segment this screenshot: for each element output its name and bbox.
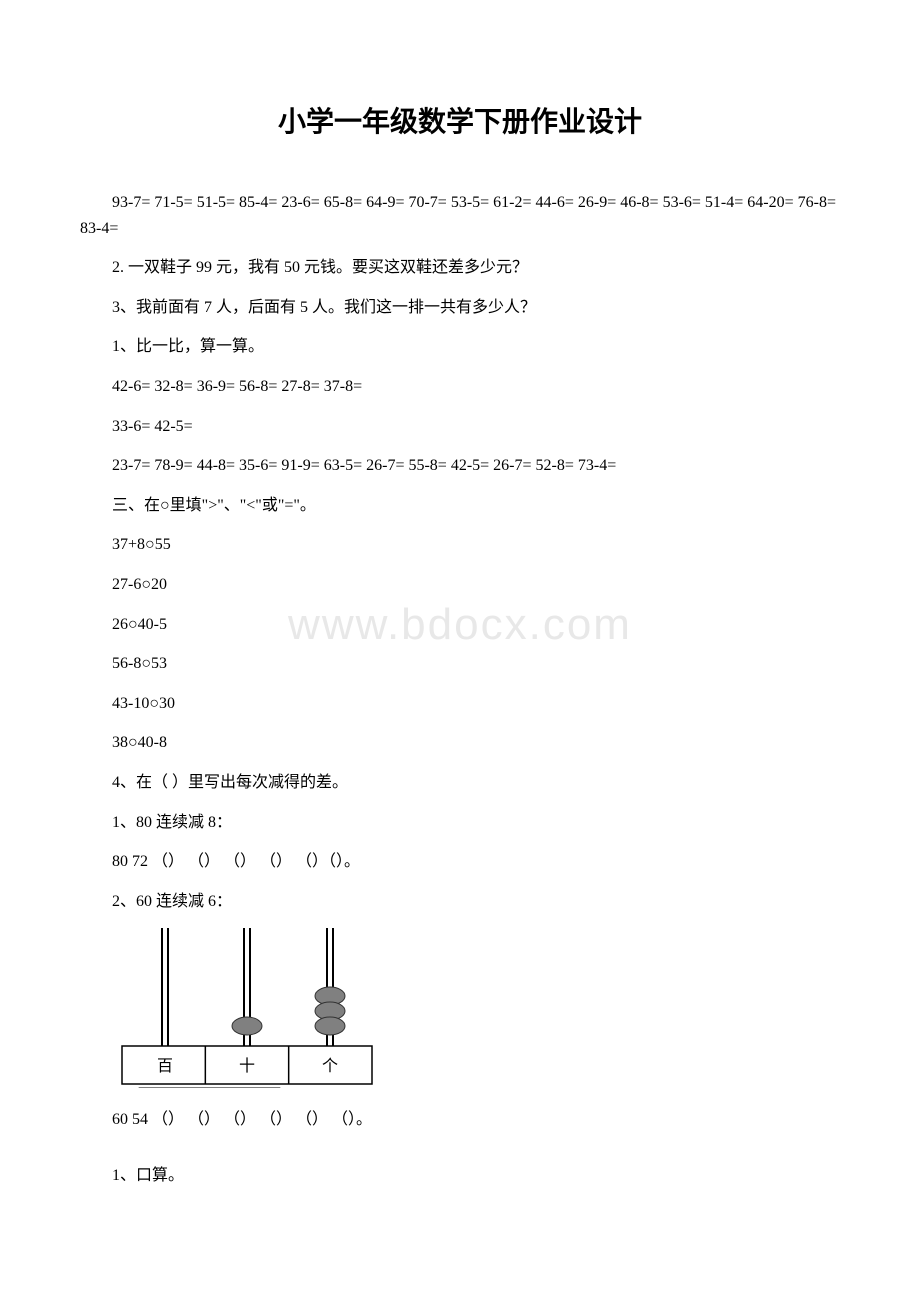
text-line: 1、比一比，算一算。	[80, 334, 840, 360]
text-line: 37+8○55	[80, 532, 840, 558]
text-line: 60 54 （） （） （） （） （） （）。	[80, 1107, 840, 1133]
abacus-svg: 百十个	[112, 928, 382, 1088]
text-line: 2、60 连续减 6：	[80, 889, 840, 915]
text-line: 93-7= 71-5= 51-5= 85-4= 23-6= 65-8= 64-9…	[80, 190, 840, 241]
document-content: 小学一年级数学下册作业设计 93-7= 71-5= 51-5= 85-4= 23…	[80, 100, 840, 1188]
text-line: 43-10○30	[80, 691, 840, 717]
svg-text:百: 百	[157, 1058, 173, 1075]
svg-text:十: 十	[239, 1057, 255, 1075]
text-line: 三、在○里填">"、"<"或"="。	[80, 493, 840, 519]
text-line: 56-8○53	[80, 651, 840, 677]
text-line: 3、我前面有 7 人，后面有 5 人。我们这一排一共有多少人？	[80, 295, 840, 321]
text-line: 26○40-5	[80, 612, 840, 638]
text-line: 33-6= 42-5=	[80, 414, 840, 440]
text-line: 2. 一双鞋子 99 元，我有 50 元钱。要买这双鞋还差多少元？	[80, 255, 840, 281]
text-line: 1、80 连续减 8：	[80, 810, 840, 836]
text-line: 1、口算。	[80, 1163, 840, 1189]
text-line: 27-6○20	[80, 572, 840, 598]
page-title: 小学一年级数学下册作业设计	[80, 100, 840, 140]
text-line: 38○40-8	[80, 730, 840, 756]
text-line: 42-6= 32-8= 36-9= 56-8= 27-8= 37-8=	[80, 374, 840, 400]
text-line: 80 72 （） （） （） （） （）（）。	[80, 849, 840, 875]
abacus-diagram: 百十个	[112, 928, 840, 1093]
svg-text:个: 个	[322, 1057, 338, 1075]
text-line: 23-7= 78-9= 44-8= 35-6= 91-9= 63-5= 26-7…	[80, 453, 840, 479]
text-line: 4、在（ ）里写出每次减得的差。	[80, 770, 840, 796]
